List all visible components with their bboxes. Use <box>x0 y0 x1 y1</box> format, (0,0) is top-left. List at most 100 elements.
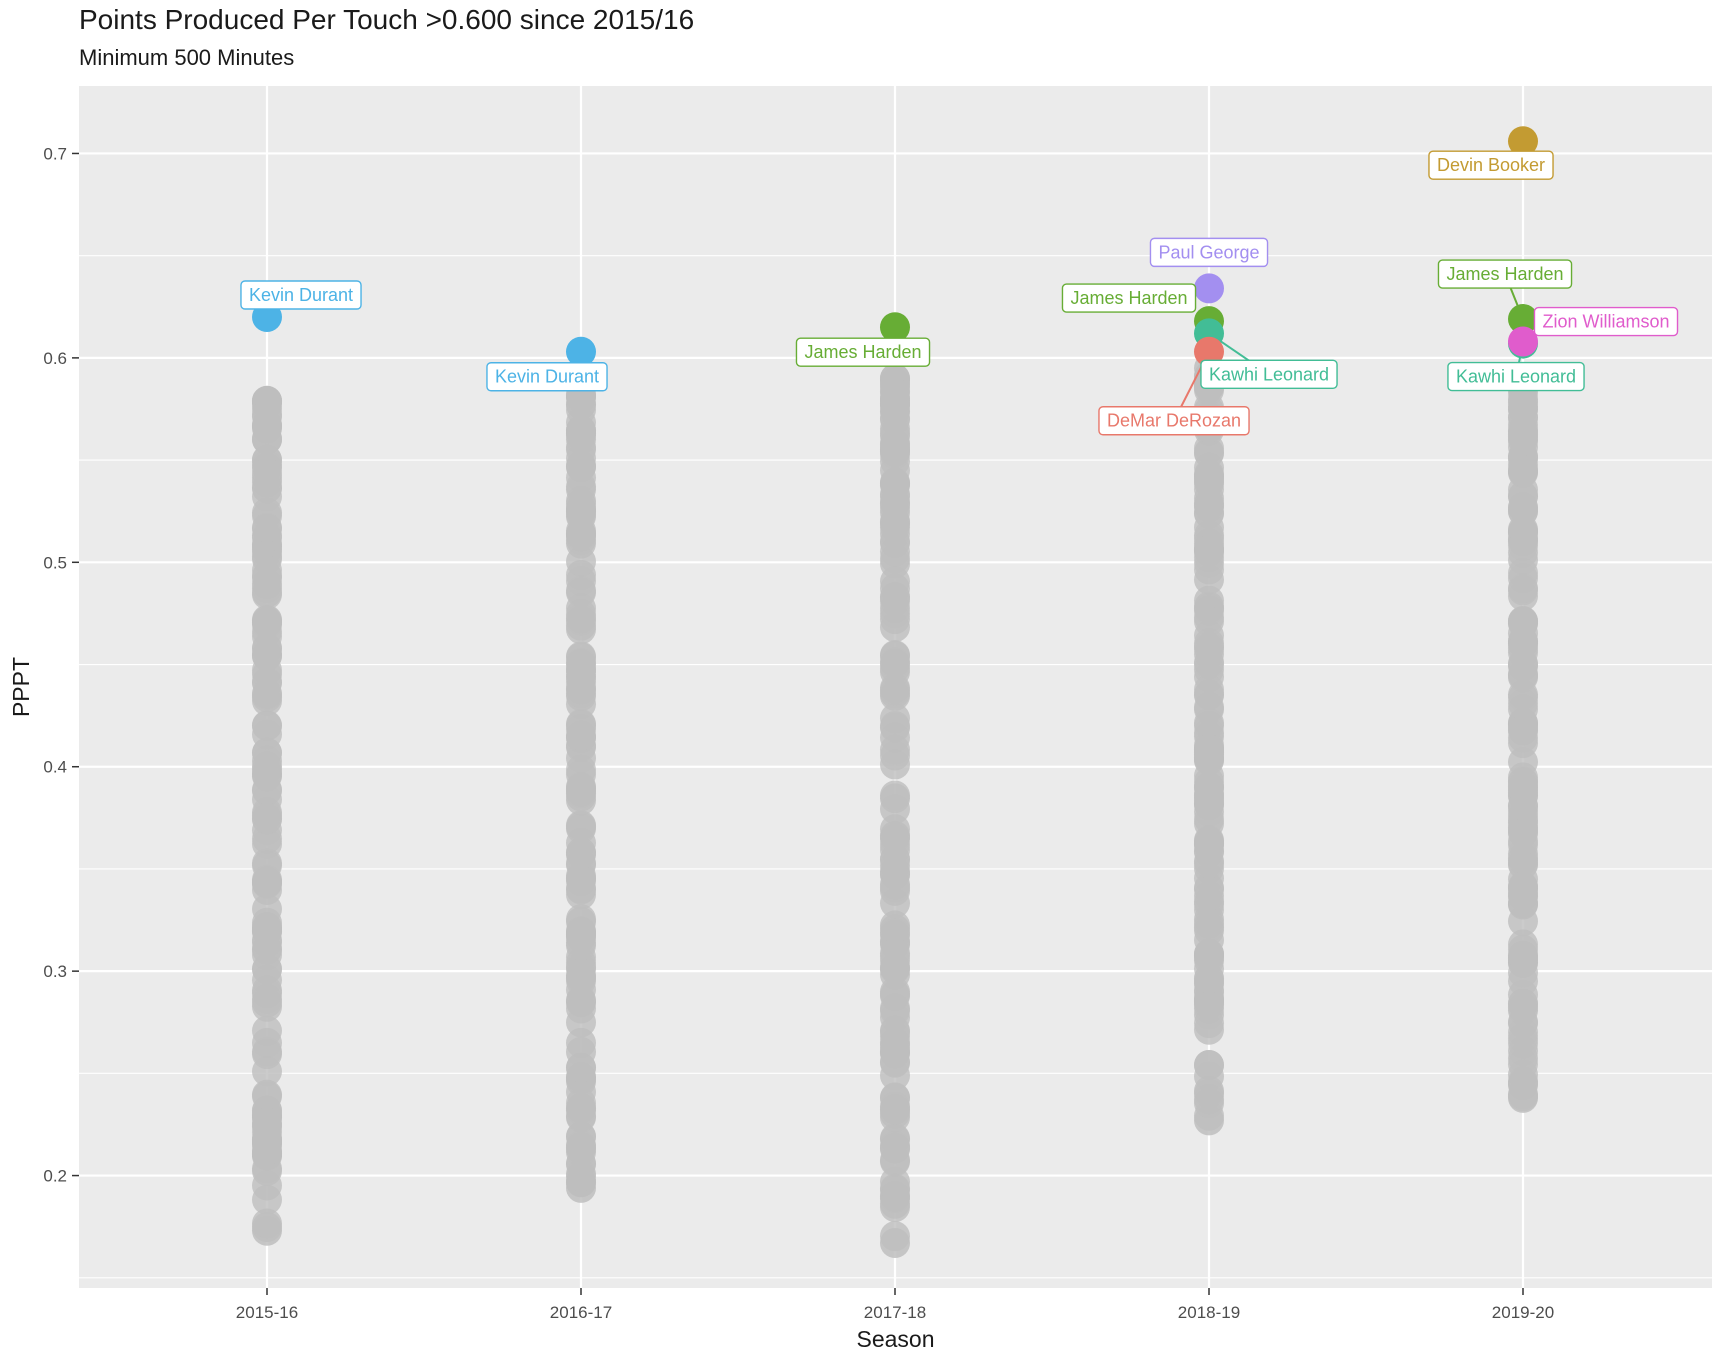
player-point <box>1194 1014 1224 1045</box>
player-point <box>1194 534 1224 565</box>
point-label-box <box>1428 150 1554 180</box>
player-point <box>252 555 282 586</box>
player-point <box>1508 992 1538 1023</box>
player-point <box>1194 963 1224 994</box>
player-point <box>1194 1050 1224 1081</box>
point-label-box <box>486 362 608 392</box>
player-point <box>1508 790 1538 821</box>
highlighted-point <box>880 312 910 343</box>
player-point <box>566 839 596 870</box>
player-point <box>1508 722 1538 753</box>
point-label-box <box>1447 361 1585 392</box>
player-point <box>566 1093 596 1124</box>
player-point <box>566 986 596 1017</box>
player-point <box>1194 692 1224 723</box>
player-point <box>252 987 282 1018</box>
player-point <box>566 521 596 552</box>
highlighted-point <box>566 336 596 367</box>
player-point <box>1194 1084 1224 1115</box>
player-point <box>880 1188 910 1219</box>
point-label: James Harden <box>1061 283 1197 313</box>
point-label-box <box>1200 359 1338 390</box>
player-point <box>1194 490 1224 521</box>
player-point <box>880 526 910 557</box>
player-point <box>1508 573 1538 604</box>
point-label: James Harden <box>1437 259 1573 289</box>
point-label-text: Paul George <box>1158 242 1259 262</box>
player-point <box>252 1208 282 1239</box>
player-point <box>1508 492 1538 523</box>
player-point <box>1508 688 1538 719</box>
player-point <box>1508 825 1538 856</box>
player-point <box>566 906 596 937</box>
player-point <box>252 1015 282 1046</box>
player-point <box>1194 620 1224 651</box>
player-point <box>1508 633 1538 664</box>
player-point <box>880 872 910 903</box>
player-point <box>252 803 282 834</box>
y-tick-label: 0.2 <box>43 1167 67 1186</box>
player-point <box>252 605 282 636</box>
x-axis-title: Season <box>856 1326 934 1352</box>
player-point <box>880 734 910 765</box>
player-point <box>566 714 596 745</box>
player-point <box>1194 460 1224 491</box>
point-label-text: Devin Booker <box>1437 155 1545 175</box>
highlighted-points <box>252 126 1538 367</box>
player-point <box>566 432 596 463</box>
player-point <box>252 745 282 776</box>
player-point <box>880 566 910 597</box>
player-point <box>880 1221 910 1252</box>
point-label-box <box>1098 406 1250 436</box>
player-point <box>1508 530 1538 561</box>
player-point <box>566 499 596 530</box>
player-point <box>252 458 282 489</box>
player-point <box>566 754 596 785</box>
chart-subtitle: Minimum 500 Minutes <box>79 45 295 70</box>
player-point <box>1508 456 1538 487</box>
point-label-text: Kevin Durant <box>495 367 599 387</box>
player-point <box>566 953 596 984</box>
player-point <box>1508 387 1538 418</box>
point-label: Devin Booker <box>1428 150 1554 180</box>
player-point <box>880 1038 910 1069</box>
player-point <box>252 1100 282 1131</box>
player-point <box>252 939 282 970</box>
point-label-text: Kevin Durant <box>249 285 353 305</box>
player-point <box>880 780 910 811</box>
player-point <box>1194 734 1224 765</box>
player-point <box>1508 1017 1538 1048</box>
player-point <box>566 778 596 809</box>
highlighted-point <box>1508 304 1538 335</box>
player-point <box>566 1027 596 1058</box>
player-point <box>252 401 282 432</box>
player-point <box>880 1060 910 1091</box>
x-tick-label: 2017-18 <box>864 1303 926 1322</box>
point-label: Kawhi Leonard <box>1200 359 1338 390</box>
point-label-box <box>240 280 362 310</box>
y-tick-label: 0.4 <box>43 758 67 777</box>
player-point <box>880 1082 910 1113</box>
player-point <box>252 1039 282 1070</box>
point-label-box <box>1061 283 1197 313</box>
player-point <box>880 653 910 684</box>
player-point <box>880 703 910 734</box>
player-point <box>252 868 282 899</box>
point-label-box <box>1437 259 1573 289</box>
player-point <box>1194 585 1224 616</box>
player-point <box>252 829 282 860</box>
point-label-box <box>1149 237 1269 268</box>
player-point <box>252 965 282 996</box>
highlighted-point <box>1508 326 1538 357</box>
point-label: Kevin Durant <box>486 362 608 392</box>
x-tick-label: 2016-17 <box>550 1303 612 1322</box>
y-tick-label: 0.3 <box>43 962 67 981</box>
x-tick-label: 2018-19 <box>1178 1303 1240 1322</box>
player-point <box>566 599 596 630</box>
player-point <box>880 377 910 408</box>
point-label-text: James Harden <box>1070 288 1187 308</box>
point-label-text: James Harden <box>804 342 921 362</box>
player-point <box>1508 608 1538 639</box>
player-point <box>880 468 910 499</box>
x-tick-label: 2019-20 <box>1492 1303 1554 1322</box>
